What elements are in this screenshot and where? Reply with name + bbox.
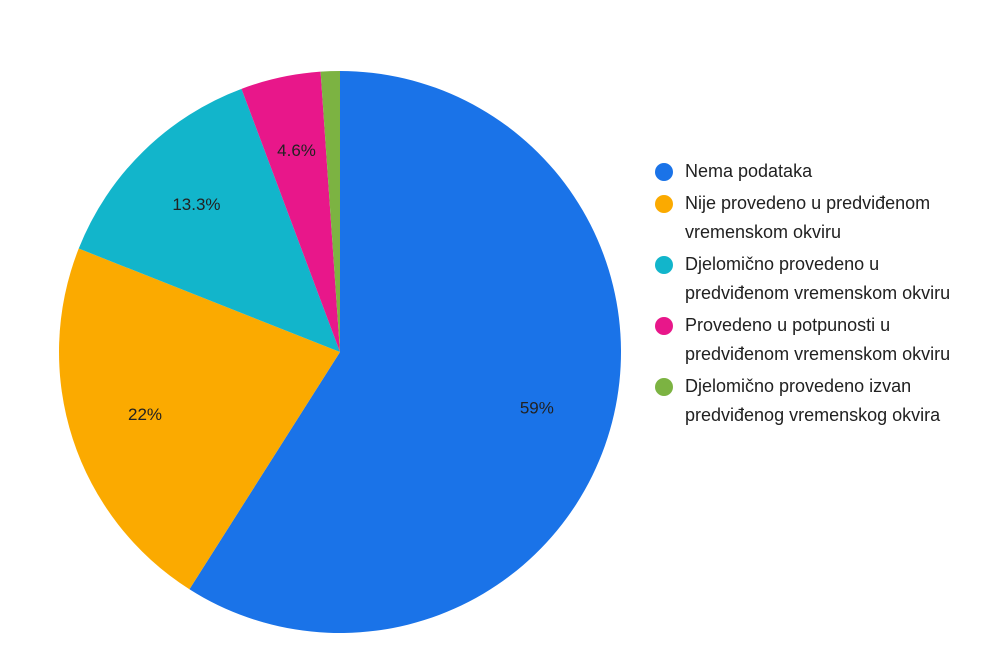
pie-slice[interactable] [58,248,340,590]
slice-data-label: 22% [128,405,162,424]
pie-slice[interactable] [78,88,340,353]
legend-item[interactable]: Nema podataka [655,157,995,186]
legend-label: Nema podataka [685,161,813,181]
legend-label: Provedeno u potpunosti u predviđenom vre… [685,315,951,364]
pie-slice[interactable] [320,71,340,352]
legend-label: Djelomično provedeno izvan predviđenog v… [685,376,941,425]
legend-swatch-icon [655,317,673,335]
legend-swatch-icon [655,163,673,181]
legend-item[interactable]: Djelomično provedeno u predviđenom vreme… [655,250,995,308]
legend-item[interactable]: Provedeno u potpunosti u predviđenom vre… [655,311,995,369]
pie-slice[interactable] [241,71,340,352]
legend-label: Djelomično provedeno u predviđenom vreme… [685,254,951,303]
legend-swatch-icon [655,378,673,396]
legend: Nema podataka Nije provedeno u predviđen… [655,157,995,433]
legend-item[interactable]: Djelomično provedeno izvan predviđenog v… [655,372,995,430]
legend-label: Nije provedeno u predviđenom vremenskom … [685,193,931,242]
legend-swatch-icon [655,256,673,274]
slice-data-label: 4.6% [277,141,316,160]
legend-swatch-icon [655,195,673,213]
legend-item[interactable]: Nije provedeno u predviđenom vremenskom … [655,189,995,247]
slice-data-label: 13.3% [172,195,220,214]
pie-slice[interactable] [189,71,621,633]
slice-data-label: 59% [520,399,554,418]
